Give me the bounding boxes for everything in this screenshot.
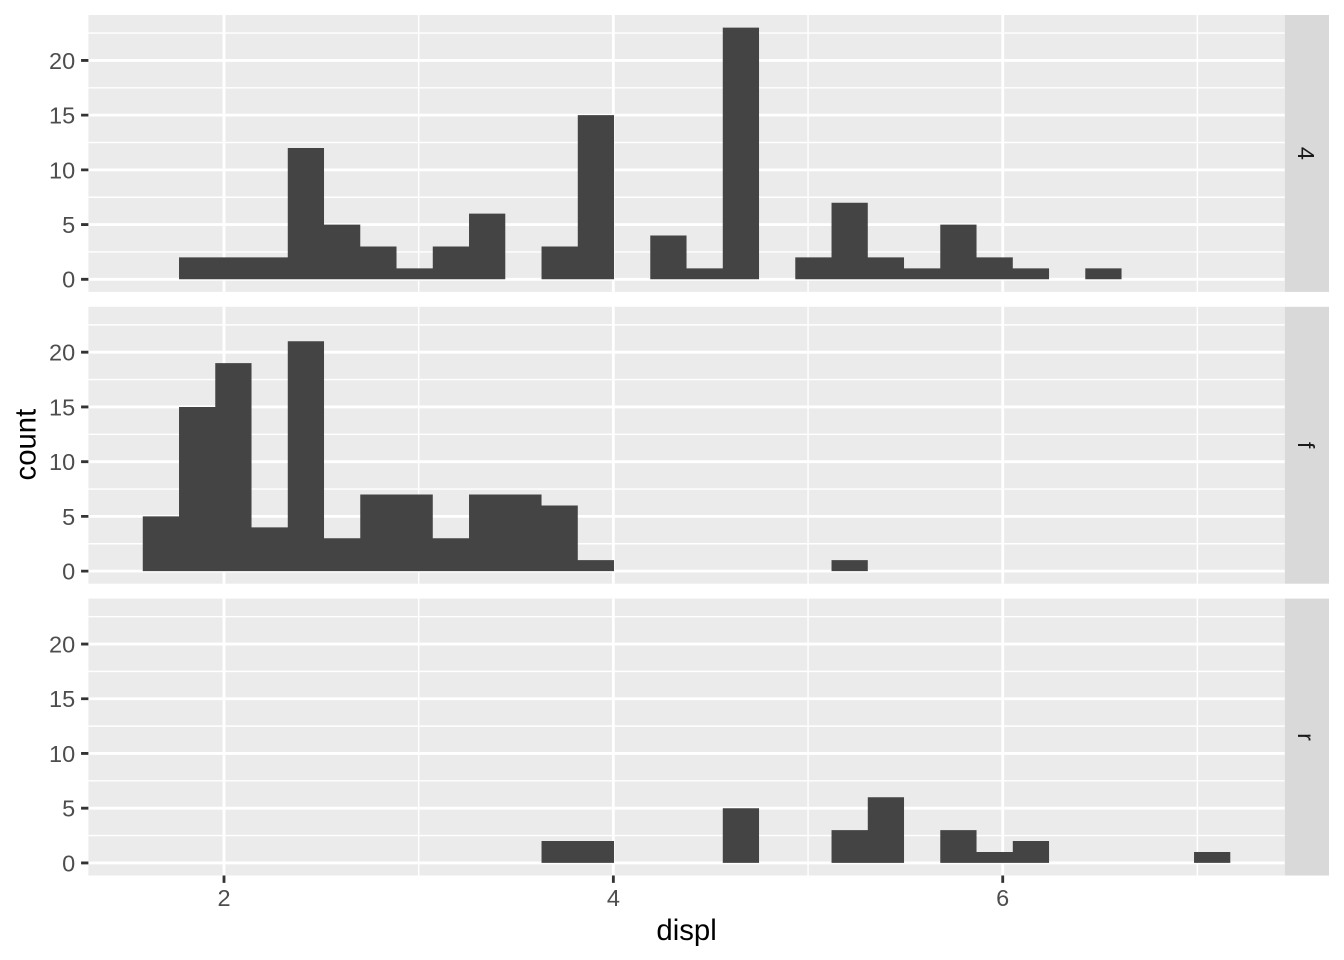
svg-text:20: 20 <box>49 631 75 657</box>
svg-text:5: 5 <box>62 796 75 822</box>
svg-text:15: 15 <box>49 103 75 129</box>
svg-text:4: 4 <box>1293 147 1319 160</box>
svg-text:5: 5 <box>62 504 75 530</box>
svg-text:count: count <box>10 409 43 481</box>
svg-text:10: 10 <box>49 449 75 475</box>
svg-text:5: 5 <box>62 212 75 238</box>
svg-text:15: 15 <box>49 394 75 420</box>
svg-text:15: 15 <box>49 686 75 712</box>
svg-text:10: 10 <box>49 741 75 767</box>
svg-text:20: 20 <box>49 48 75 74</box>
svg-text:10: 10 <box>49 157 75 183</box>
svg-text:6: 6 <box>996 885 1009 911</box>
svg-text:20: 20 <box>49 340 75 366</box>
svg-text:r: r <box>1293 733 1319 741</box>
svg-text:displ: displ <box>656 914 716 947</box>
svg-text:4: 4 <box>607 885 620 911</box>
svg-text:0: 0 <box>62 559 75 585</box>
svg-text:f: f <box>1293 442 1319 449</box>
svg-text:0: 0 <box>62 267 75 293</box>
svg-text:2: 2 <box>217 885 230 911</box>
svg-text:0: 0 <box>62 850 75 876</box>
